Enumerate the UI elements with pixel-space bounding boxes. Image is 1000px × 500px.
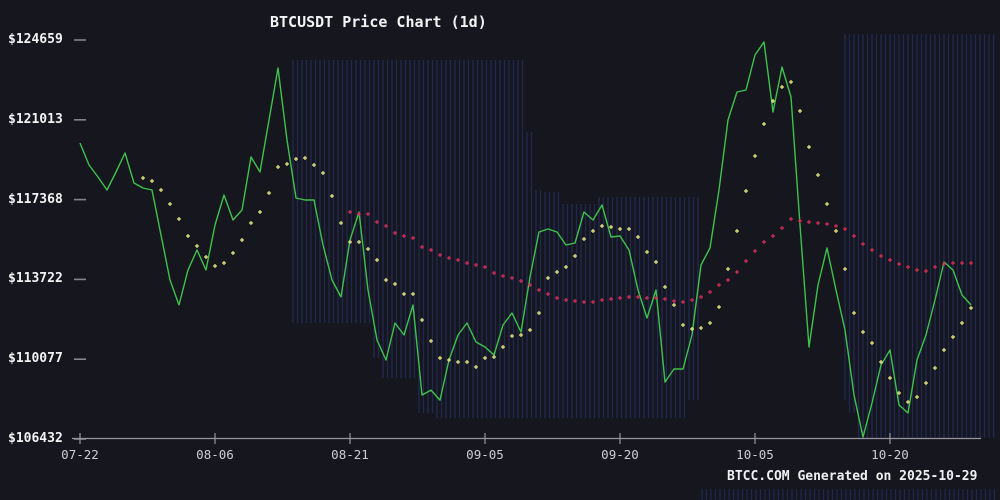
price-line (79, 41, 972, 438)
y-axis-label: $124659 (8, 32, 63, 47)
x-axis-label: 09-05 (466, 447, 504, 462)
x-axis-label: 10-05 (736, 447, 774, 462)
ma30-dots (348, 210, 973, 304)
y-axis-label: $117368 (8, 191, 63, 207)
y-axis-label: $121013 (8, 111, 63, 127)
footer-credit: BTCC.COM Generated on 2025-10-29 (727, 469, 978, 484)
bottom-edge-stripes (701, 489, 996, 500)
chart-title: BTCUSDT Price Chart (1d) (270, 13, 487, 31)
x-axis-label: 08-06 (196, 447, 234, 462)
y-axis-label: $110077 (8, 351, 63, 367)
y-axis-label: $113722 (8, 271, 63, 287)
range-stripes (292, 34, 995, 438)
y-axis-label: $106432 (8, 431, 63, 446)
x-axis-label: 10-20 (871, 447, 909, 462)
x-axis-label: 08-21 (331, 447, 369, 462)
x-axis-label: 09-20 (601, 447, 639, 462)
x-axis-label: 07-22 (61, 447, 99, 462)
ma7-dots (141, 80, 973, 404)
